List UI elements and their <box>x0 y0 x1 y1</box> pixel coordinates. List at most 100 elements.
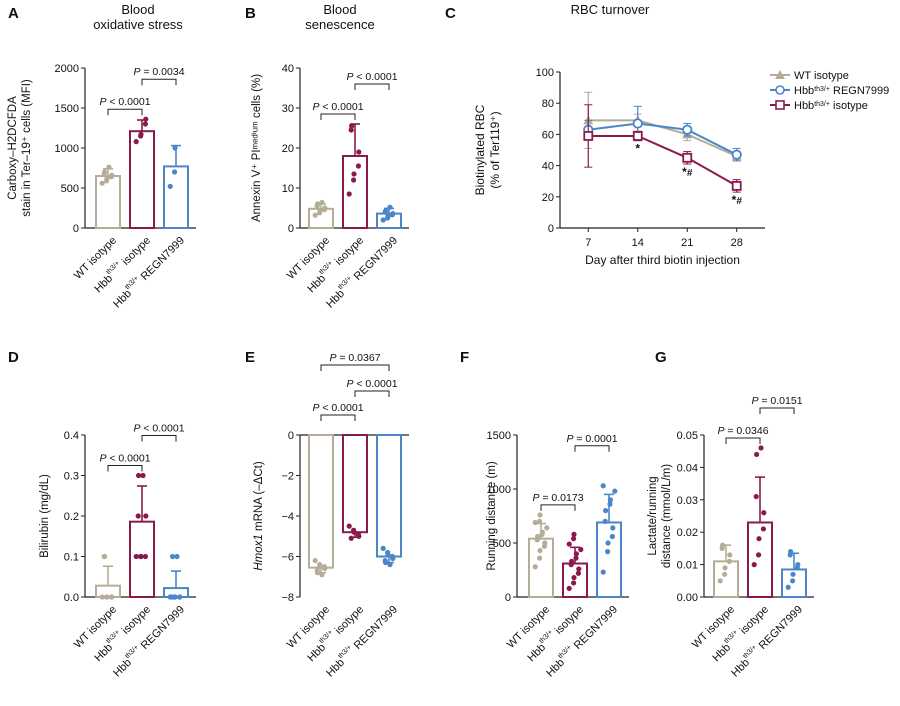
significance-bracket <box>320 113 356 120</box>
data-point <box>322 566 328 572</box>
y-tick-label: 0.03 <box>677 495 698 507</box>
y-tick-label: 0.4 <box>64 430 79 442</box>
data-point <box>727 552 733 558</box>
data-point <box>99 180 105 186</box>
x-tick-label: Hbbth3/+ isotype <box>709 602 772 665</box>
data-point <box>682 124 693 135</box>
panel-d: D 0.0 0.1 0.2 0.3 0.4 Bilirubin (mg/dL) WT isot… <box>8 349 196 680</box>
data-point <box>104 594 110 600</box>
y-tick-label: 1500 <box>55 103 79 115</box>
data-point <box>571 574 577 581</box>
data-point <box>756 552 762 558</box>
data-point <box>761 510 767 516</box>
panel-e: E 0 −2 −4 −6 −8 Hmox1 mRNA (–ΔCt) WT isotypeHbb… <box>245 349 409 680</box>
significance-bracket <box>354 390 390 397</box>
bar-2 <box>376 434 402 558</box>
data-point <box>600 483 606 489</box>
bar-2 <box>596 521 622 598</box>
data-point <box>383 208 389 214</box>
y-tick-label: 0 <box>73 223 79 235</box>
data-point <box>140 472 146 479</box>
y-tick-label: −4 <box>281 511 294 523</box>
data-point <box>385 213 391 219</box>
data-point <box>133 553 139 560</box>
y-tick-label: 40 <box>542 161 554 173</box>
y-tick-label: 0.00 <box>677 592 698 604</box>
data-point <box>172 145 178 151</box>
data-point <box>566 541 572 547</box>
data-point <box>167 183 173 189</box>
p-value-label: P < 0.0001 <box>346 378 397 390</box>
data-point <box>349 123 355 129</box>
y-tick-label: 60 <box>542 129 554 141</box>
data-point <box>607 497 614 503</box>
legend-label: Hbbth3/+ REGN7999 <box>794 85 889 97</box>
data-point <box>142 553 148 560</box>
data-point <box>106 164 112 170</box>
data-point <box>566 585 572 591</box>
data-point <box>312 212 318 218</box>
significance-marker: *# <box>682 165 693 179</box>
y-tick-label: 0.02 <box>677 527 698 539</box>
p-value-label: P < 0.0001 <box>312 402 363 414</box>
data-point <box>387 204 393 210</box>
data-point <box>317 564 323 570</box>
panel-letter-b: B <box>245 5 256 22</box>
y-tick-label: 20 <box>542 192 554 204</box>
p-value-label: P = 0.0151 <box>751 395 802 407</box>
panel-letter-a: A <box>8 5 19 22</box>
series-line <box>588 122 738 156</box>
y-axis-label: Running distance (m) <box>486 461 498 570</box>
data-point <box>573 551 580 557</box>
data-point <box>387 562 393 568</box>
x-tick-label: WT isotype <box>285 604 332 651</box>
data-point <box>390 211 396 217</box>
data-point <box>351 171 357 177</box>
data-point <box>99 594 105 600</box>
legend-marker <box>775 70 785 79</box>
y-tick-label: 0.3 <box>64 471 79 483</box>
panel-b: B Blood senescence 0 10 20 30 40 Annexin V⁺ PIᵐᵉ… <box>245 2 409 311</box>
y-axis-label: Biotinylated RBC(% of Ter119⁺) <box>473 104 502 195</box>
y-tick-label: 40 <box>282 63 294 75</box>
data-point <box>177 594 183 600</box>
data-point <box>143 116 149 122</box>
x-tick-label: WT isotype <box>72 604 119 651</box>
x-tick-label: 7 <box>585 237 591 249</box>
data-point <box>605 540 611 546</box>
data-point <box>576 566 582 572</box>
data-point <box>315 570 321 576</box>
panel-letter-c: C <box>445 5 456 22</box>
y-tick-label: 1000 <box>487 484 511 496</box>
panel-a: A Blood oxidative stress 0 500 1000 1500 2000 Ca… <box>7 2 196 311</box>
data-point <box>535 533 541 540</box>
y-tick-label: 0 <box>288 223 294 235</box>
data-point <box>600 569 606 575</box>
data-point <box>356 533 362 539</box>
data-point <box>795 562 801 568</box>
data-point <box>315 201 321 207</box>
legend-label: Hbbth3/+ isotype <box>794 100 868 112</box>
legend-marker <box>775 85 785 95</box>
data-point <box>346 523 352 529</box>
significance-bracket <box>141 78 177 86</box>
y-tick-label: 30 <box>282 103 294 115</box>
data-point <box>753 493 759 500</box>
data-point <box>351 177 357 183</box>
p-value-label: P < 0.0001 <box>133 423 184 435</box>
data-point <box>539 529 546 535</box>
y-tick-label: 0.04 <box>677 462 698 474</box>
series-line <box>588 134 738 187</box>
significance-bracket <box>107 465 143 472</box>
p-value-label: P = 0.0367 <box>329 352 380 364</box>
p-value-label: P < 0.0001 <box>99 453 150 465</box>
panel-title: Blood senescence <box>305 2 374 32</box>
significance-bracket <box>759 407 795 414</box>
data-point <box>319 199 325 205</box>
y-tick-label: 20 <box>282 143 294 155</box>
data-point <box>102 553 108 560</box>
data-point <box>348 127 354 133</box>
data-point <box>785 584 791 590</box>
y-tick-label: 0.0 <box>64 592 79 604</box>
data-point <box>569 558 575 564</box>
